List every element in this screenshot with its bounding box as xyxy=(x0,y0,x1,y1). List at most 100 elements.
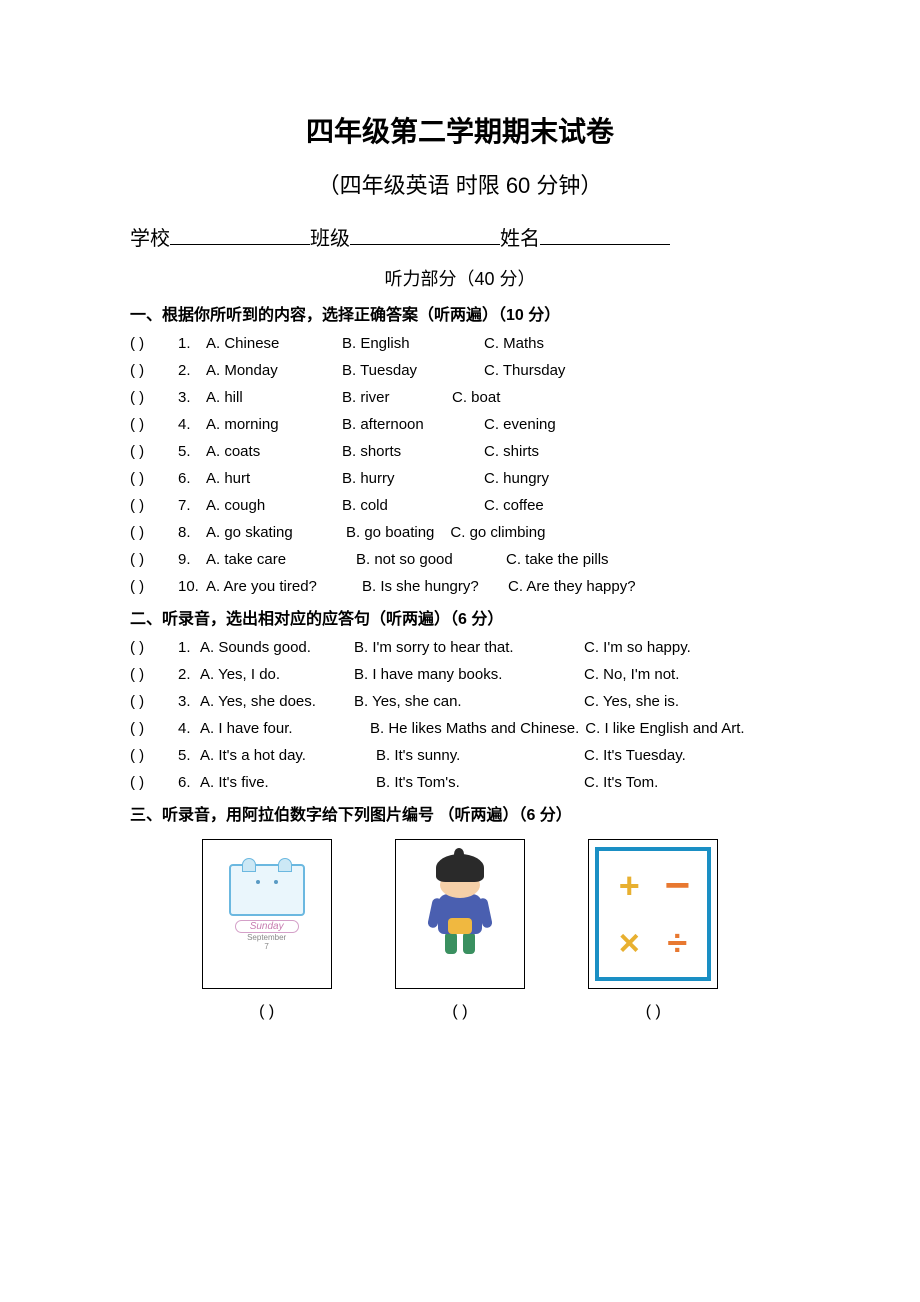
boy-icon xyxy=(430,854,490,974)
answer-paren[interactable]: ( ) xyxy=(130,497,178,514)
answer-paren[interactable]: ( ) xyxy=(130,362,178,379)
maths-icon: + − × ÷ xyxy=(595,847,711,981)
part2-list: ( )1.A. Sounds good.B. I'm sorry to hear… xyxy=(130,639,790,791)
option-a: A. I have four. xyxy=(200,720,370,737)
answer-paren[interactable]: ( ) xyxy=(130,335,178,352)
answer-paren[interactable]: ( ) xyxy=(130,720,178,737)
question-number: 3. xyxy=(178,693,200,710)
name-blank[interactable] xyxy=(540,225,670,245)
question-row: ( )3.A. Yes, she does.B. Yes, she can.C.… xyxy=(130,693,790,710)
answer-paren[interactable]: ( ) xyxy=(130,524,178,541)
option-c: C. I'm so happy. xyxy=(584,639,691,656)
answer-paren[interactable]: ( ) xyxy=(130,578,178,595)
part3-images-row: Sunday September 7 + − × ÷ xyxy=(130,839,790,989)
option-b: B. It's sunny. xyxy=(376,747,584,764)
answer-paren[interactable]: ( ) xyxy=(130,693,178,710)
answer-paren[interactable]: ( ) xyxy=(130,389,178,406)
answer-paren[interactable]: ( ) xyxy=(130,443,178,460)
answer-paren[interactable]: ( ) xyxy=(130,774,178,791)
option-c: C. boat xyxy=(452,389,500,406)
question-row: ( )10.A. Are you tired?B. Is she hungry?… xyxy=(130,578,790,595)
option-c: C. evening xyxy=(484,416,556,433)
listening-header: 听力部分（40 分） xyxy=(130,265,790,291)
option-b: B. afternoon xyxy=(342,416,484,433)
option-c: C. go climbing xyxy=(450,524,545,541)
option-c: C. No, I'm not. xyxy=(584,666,679,683)
answer-paren[interactable]: ( ) xyxy=(130,666,178,683)
multiply-icon: × xyxy=(619,922,640,964)
option-a: A. go skating xyxy=(206,524,346,541)
option-b: B. shorts xyxy=(342,443,484,460)
part2-title: 二、听录音，选出相对应的应答句（听两遍）（6 分） xyxy=(130,605,790,629)
question-number: 7. xyxy=(178,497,206,514)
part1-list: ( )1. A. ChineseB. EnglishC. Maths( )2. … xyxy=(130,335,790,595)
question-number: 3. xyxy=(178,389,206,406)
option-c: C. It's Tuesday. xyxy=(584,747,686,764)
option-c: C. shirts xyxy=(484,443,539,460)
option-b: B. hurry xyxy=(342,470,484,487)
question-row: ( )4. A. morningB. afternoonC. evening xyxy=(130,416,790,433)
option-c: C. I like English and Art. xyxy=(585,720,744,737)
option-a: A. Yes, I do. xyxy=(200,666,354,683)
option-a: A. cough xyxy=(206,497,342,514)
option-a: A. Chinese xyxy=(206,335,342,352)
plus-icon: + xyxy=(619,865,640,907)
option-c: C. take the pills xyxy=(506,551,609,568)
calendar-date: 7 xyxy=(227,942,307,951)
answer-paren[interactable]: ( ) xyxy=(130,416,178,433)
option-b: B. not so good xyxy=(356,551,506,568)
question-row: ( )5. A. coatsB. shortsC. shirts xyxy=(130,443,790,460)
student-info-line: 学校 班级 姓名 xyxy=(130,222,790,251)
calendar-month: September xyxy=(227,933,307,942)
option-a: A. Sounds good. xyxy=(200,639,354,656)
calendar-icon: Sunday September 7 xyxy=(227,864,307,964)
option-a: A. It's a hot day. xyxy=(200,747,376,764)
option-b: B. He likes Maths and Chinese. xyxy=(370,720,579,737)
answer-paren[interactable]: ( ) xyxy=(130,639,178,656)
option-a: A. take care xyxy=(206,551,356,568)
option-c: C. Maths xyxy=(484,335,544,352)
question-number: 4. xyxy=(178,720,200,737)
option-b: B. It's Tom's. xyxy=(376,774,584,791)
question-number: 6. xyxy=(178,470,206,487)
question-row: ( )3. A. hillB. riverC. boat xyxy=(130,389,790,406)
option-a: A. morning xyxy=(206,416,342,433)
name-label: 姓名 xyxy=(500,222,540,251)
class-blank[interactable] xyxy=(350,225,500,245)
option-a: A. hill xyxy=(206,389,342,406)
question-row: ( )8. A. go skatingB. go boatingC. go cl… xyxy=(130,524,790,541)
image-boy xyxy=(395,839,525,989)
option-a: A. Yes, she does. xyxy=(200,693,354,710)
option-c: C. Are they happy? xyxy=(508,578,636,595)
question-number: 1. xyxy=(178,335,206,352)
image-maths: + − × ÷ xyxy=(588,839,718,989)
class-label: 班级 xyxy=(310,222,350,251)
question-number: 8. xyxy=(178,524,206,541)
answer-paren[interactable]: ( ) xyxy=(130,747,178,764)
exam-title: 四年级第二学期期末试卷 xyxy=(130,110,790,150)
question-row: ( )4.A. I have four.B. He likes Maths an… xyxy=(130,720,790,737)
minus-icon: − xyxy=(664,861,690,911)
question-number: 9. xyxy=(178,551,206,568)
answer-blank[interactable]: ( ) xyxy=(395,1003,525,1021)
question-number: 2. xyxy=(178,666,200,683)
answer-paren[interactable]: ( ) xyxy=(130,470,178,487)
exam-subtitle: （四年级英语 时限 60 分钟） xyxy=(130,168,790,200)
question-number: 5. xyxy=(178,747,200,764)
answer-paren[interactable]: ( ) xyxy=(130,551,178,568)
option-a: A. Are you tired? xyxy=(206,578,362,595)
answer-blank[interactable]: ( ) xyxy=(202,1003,332,1021)
option-b: B. I have many books. xyxy=(354,666,584,683)
option-a: A. hurt xyxy=(206,470,342,487)
answer-blank[interactable]: ( ) xyxy=(588,1003,718,1021)
question-number: 1. xyxy=(178,639,200,656)
option-c: C. Thursday xyxy=(484,362,565,379)
option-a: A. Monday xyxy=(206,362,342,379)
question-row: ( )1.A. Sounds good.B. I'm sorry to hear… xyxy=(130,639,790,656)
question-row: ( )6. A. hurtB. hurryC. hungry xyxy=(130,470,790,487)
school-blank[interactable] xyxy=(170,225,310,245)
option-c: C. coffee xyxy=(484,497,544,514)
part1-title: 一、根据你所听到的内容，选择正确答案（听两遍）（10 分） xyxy=(130,301,790,325)
question-number: 6. xyxy=(178,774,200,791)
question-row: ( )9. A. take careB. not so goodC. take … xyxy=(130,551,790,568)
